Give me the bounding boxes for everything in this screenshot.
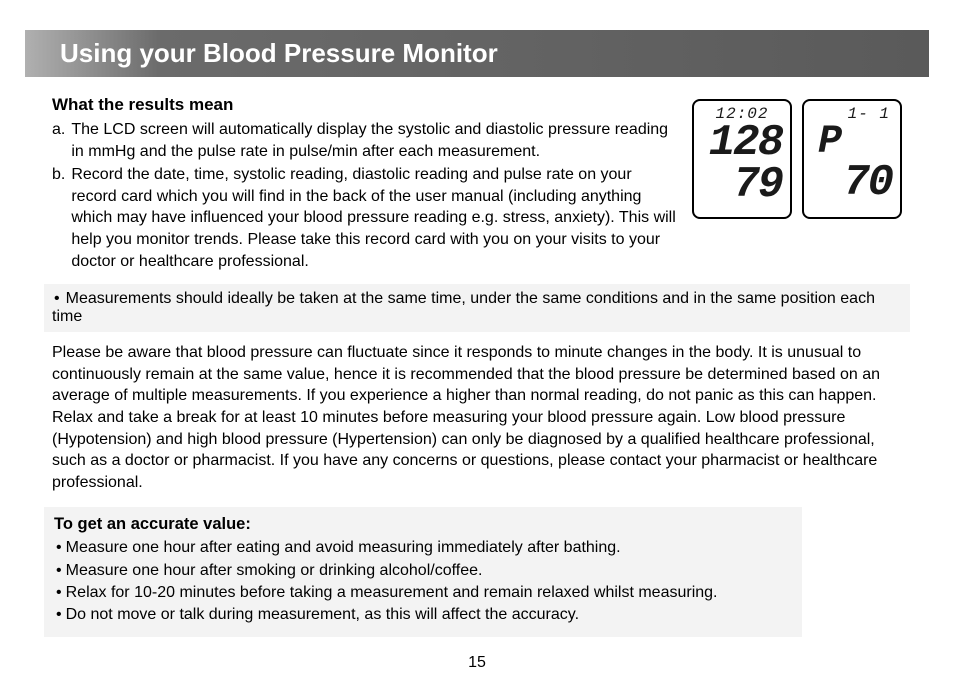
lcd-illustration: 12:02 128 79 1- 1 P 70 — [692, 95, 902, 274]
lcd-pulse-symbol: P — [810, 123, 894, 163]
tip-item: •Do not move or talk during measurement,… — [54, 604, 792, 626]
tips-box: To get an accurate value: •Measure one h… — [44, 507, 802, 637]
lcd-systolic: 128 — [700, 123, 784, 165]
note-text: Measurements should ideally be taken at … — [52, 290, 875, 325]
section-title: Using your Blood Pressure Monitor — [60, 38, 498, 68]
intro-text-column: What the results mean a. The LCD screen … — [52, 95, 678, 274]
content-area: What the results mean a. The LCD screen … — [30, 95, 924, 637]
manual-page: Using your Blood Pressure Monitor What t… — [0, 0, 954, 657]
lcd-pulse-value: 70 — [810, 163, 894, 205]
lcd-screen-right: 1- 1 P 70 — [802, 99, 902, 219]
tip-item: •Measure one hour after smoking or drink… — [54, 560, 792, 582]
lcd-screen-left: 12:02 128 79 — [692, 99, 792, 219]
list-marker: a. — [52, 119, 65, 162]
bullet-icon: • — [54, 606, 66, 623]
list-text: Record the date, time, systolic reading,… — [71, 164, 678, 272]
list-item: b. Record the date, time, systolic readi… — [52, 164, 678, 272]
bullet-icon: • — [54, 584, 66, 601]
note-bar: •Measurements should ideally be taken at… — [44, 284, 910, 332]
bullet-icon: • — [54, 562, 66, 579]
bullet-icon: • — [54, 539, 66, 556]
tip-text: Relax for 10-20 minutes before taking a … — [66, 584, 718, 601]
section-title-bar: Using your Blood Pressure Monitor — [25, 30, 929, 77]
list-item: a. The LCD screen will automatically dis… — [52, 119, 678, 162]
tip-item: •Relax for 10-20 minutes before taking a… — [54, 582, 792, 604]
tip-text: Measure one hour after eating and avoid … — [66, 539, 621, 556]
tip-item: •Measure one hour after eating and avoid… — [54, 537, 792, 559]
intro-row: What the results mean a. The LCD screen … — [52, 95, 902, 274]
body-paragraph: Please be aware that blood pressure can … — [52, 342, 902, 493]
tips-heading: To get an accurate value: — [54, 515, 792, 534]
tip-text: Measure one hour after smoking or drinki… — [66, 562, 483, 579]
list-text: The LCD screen will automatically displa… — [71, 119, 678, 162]
results-heading: What the results mean — [52, 95, 678, 115]
lcd-diastolic: 79 — [700, 165, 784, 207]
list-marker: b. — [52, 164, 65, 272]
tip-text: Do not move or talk during measurement, … — [66, 606, 579, 623]
bullet-icon: • — [52, 290, 66, 307]
page-number: 15 — [0, 654, 954, 672]
